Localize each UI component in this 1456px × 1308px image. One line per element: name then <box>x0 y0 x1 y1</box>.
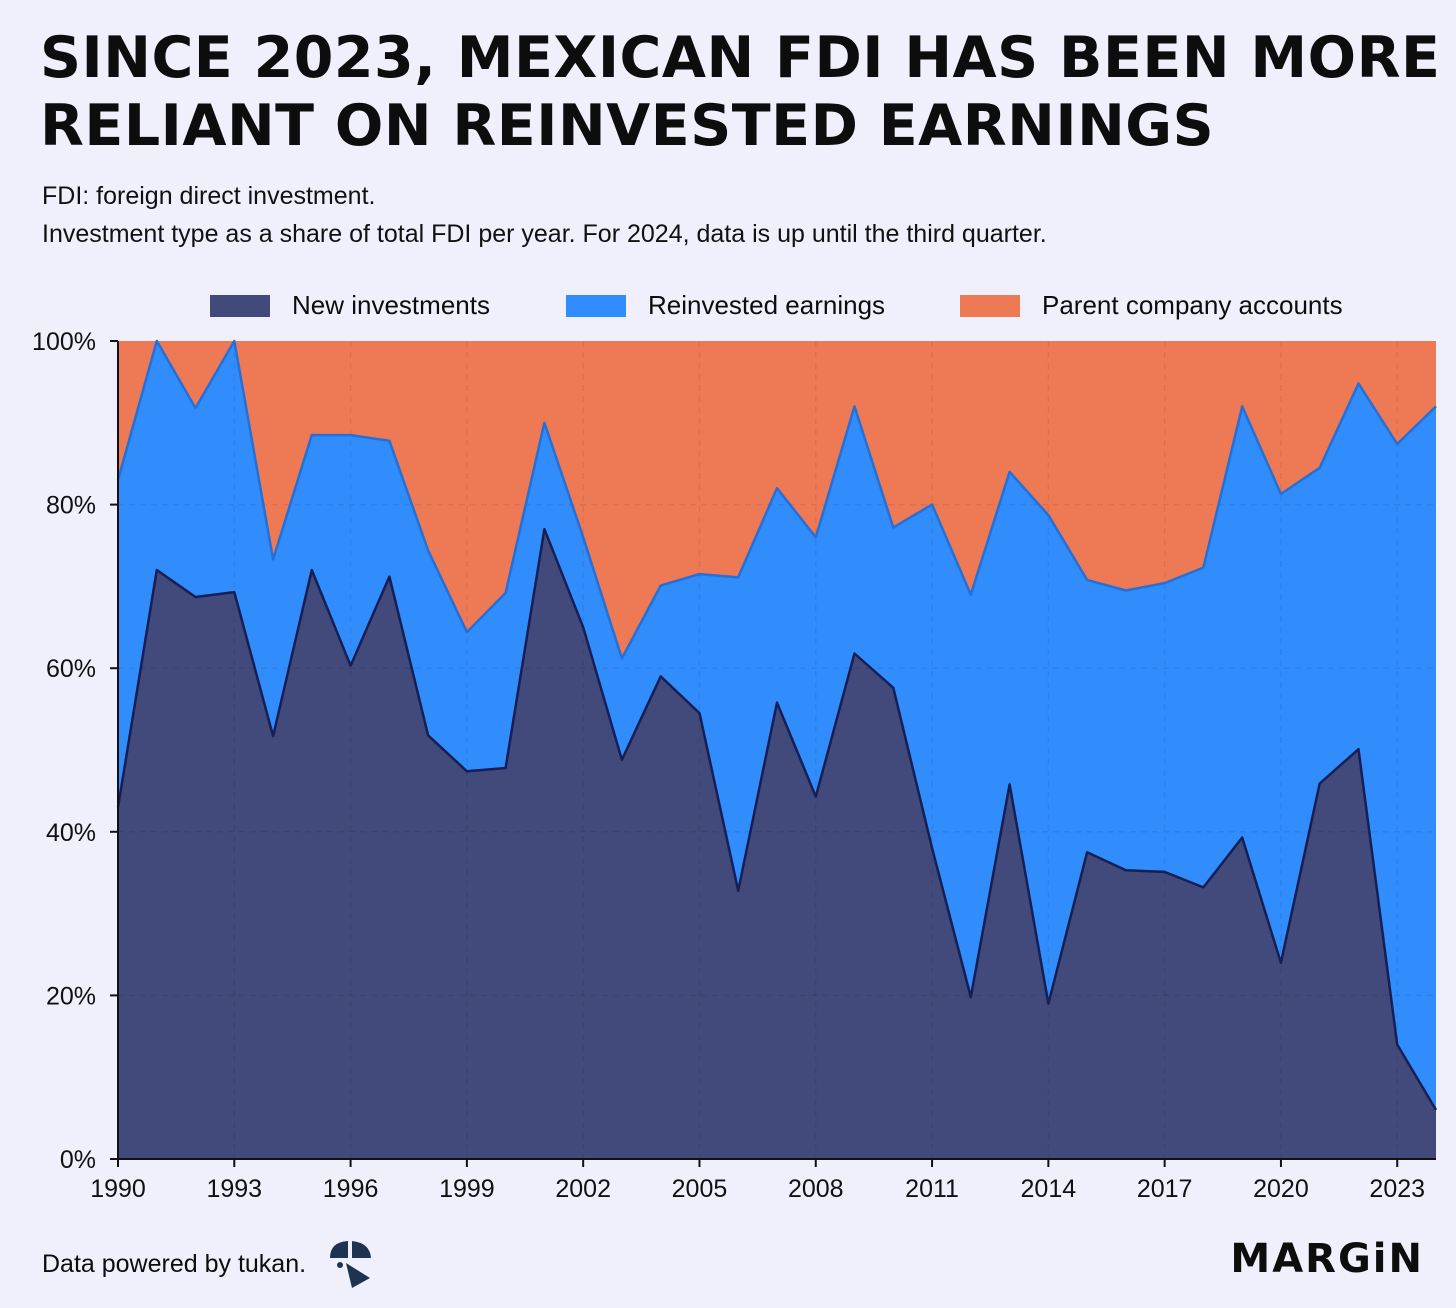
area-parent-company-accounts <box>118 341 1436 659</box>
legend-label-reinvested-earnings: Reinvested earnings <box>648 290 886 320</box>
subtitle-line-2: Investment type as a share of total FDI … <box>42 220 1047 248</box>
line-new-investments <box>116 527 1438 1111</box>
y-tick-label: 100% <box>32 328 96 356</box>
legend-item-new-investments: New investments <box>210 290 490 321</box>
area-reinvested-earnings <box>118 341 1436 1110</box>
y-tick-label: 20% <box>46 982 96 1010</box>
x-tick-label: 2020 <box>1253 1175 1309 1203</box>
legend-swatch-parent-company-accounts <box>960 294 1020 317</box>
legend-swatch-new-investments <box>210 294 270 317</box>
x-tick-label: 1990 <box>90 1175 146 1203</box>
footer-source: Data powered by tukan. <box>42 1238 374 1290</box>
legend-label-new-investments: New investments <box>292 290 490 320</box>
source-text: Data powered by tukan. <box>42 1249 307 1278</box>
title-line-2: RELIANT ON REINVESTED EARNINGS <box>40 93 1215 159</box>
x-tick-label: 2023 <box>1369 1175 1425 1203</box>
tukan-logo-icon <box>330 1241 372 1288</box>
x-tick-label: 1996 <box>323 1175 379 1203</box>
legend-swatch-reinvested-earnings <box>566 294 626 317</box>
chart-title: SINCE 2023, MEXICAN FDI HAS BEEN MORE RE… <box>40 24 1441 160</box>
legend-label-parent-company-accounts: Parent company accounts <box>1042 290 1343 320</box>
area-new-investments <box>118 529 1436 1159</box>
x-tick-label: 2008 <box>788 1175 844 1203</box>
subtitle-line-1: FDI: foreign direct investment. <box>42 182 376 210</box>
x-tick-label: 2002 <box>555 1175 611 1203</box>
margin-logo: MARGiN <box>1230 1236 1424 1282</box>
title-line-1: SINCE 2023, MEXICAN FDI HAS BEEN MORE <box>40 25 1441 91</box>
x-tick-label: 1993 <box>206 1175 262 1203</box>
y-tick-label: 0% <box>60 1146 96 1174</box>
legend-item-parent-company-accounts: Parent company accounts <box>960 290 1343 321</box>
x-tick-label: 2011 <box>905 1175 959 1203</box>
y-tick-label: 40% <box>46 819 96 847</box>
x-tick-label: 1999 <box>439 1175 495 1203</box>
y-tick-label: 60% <box>46 655 96 683</box>
legend-item-reinvested-earnings: Reinvested earnings <box>566 290 885 321</box>
x-tick-label: 2014 <box>1021 1175 1077 1203</box>
line-reinvested-earnings <box>116 339 1437 660</box>
x-tick-label: 2005 <box>672 1175 728 1203</box>
x-tick-label: 2017 <box>1137 1175 1193 1203</box>
y-tick-label: 80% <box>46 492 96 520</box>
